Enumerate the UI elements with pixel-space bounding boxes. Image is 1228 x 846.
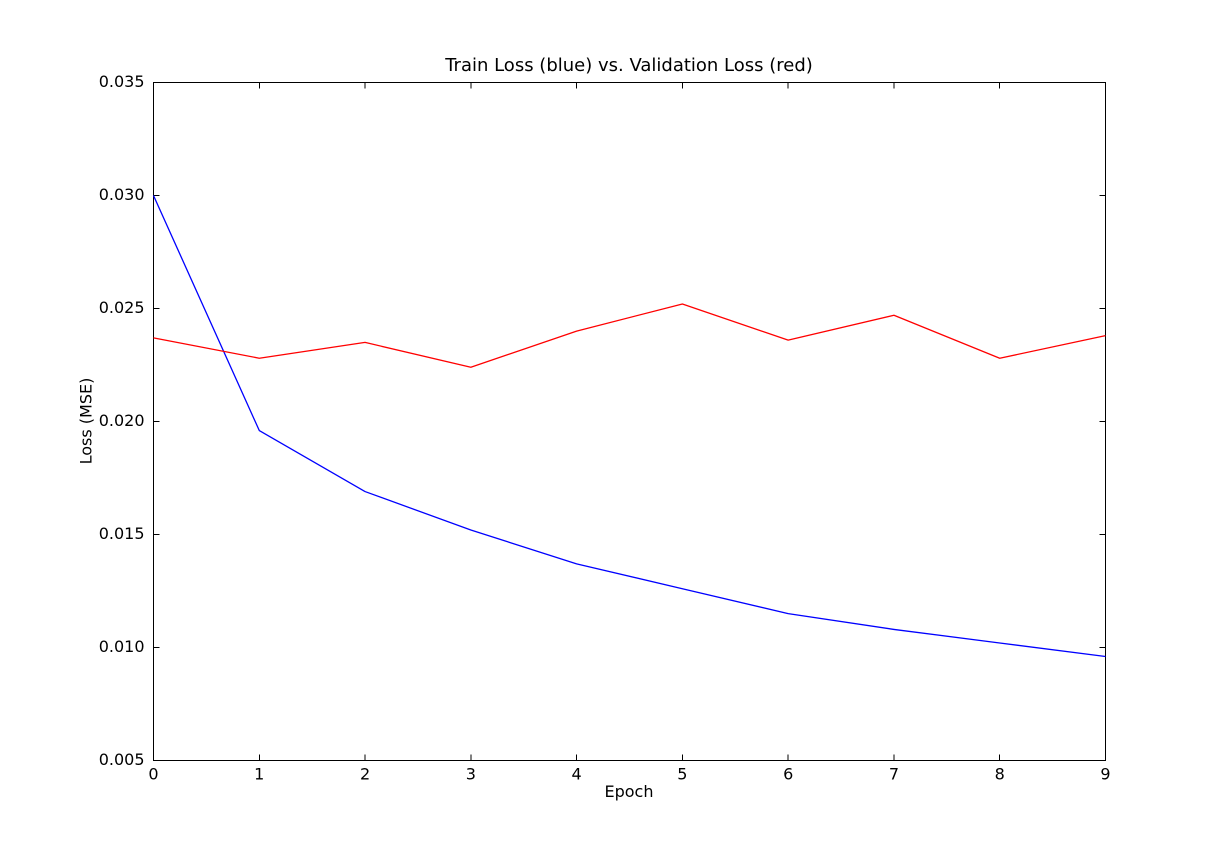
x-tick-label: 6 bbox=[783, 765, 793, 784]
y-tick-label: 0.025 bbox=[99, 298, 145, 317]
train-loss-line bbox=[152, 195, 1106, 658]
y-tick-label: 0.030 bbox=[99, 185, 145, 204]
y-axis-label: Loss (MSE) bbox=[76, 377, 96, 465]
y-tick-label: 0.020 bbox=[99, 411, 145, 430]
x-tick-label: 9 bbox=[1100, 765, 1110, 784]
x-tick-label: 1 bbox=[254, 765, 264, 784]
y-tick-label: 0.010 bbox=[99, 637, 145, 656]
x-tick-label: 2 bbox=[360, 765, 370, 784]
y-tick-label: 0.035 bbox=[99, 72, 145, 91]
x-tick-label: 8 bbox=[995, 765, 1005, 784]
y-tick-label: 0.005 bbox=[99, 750, 145, 769]
x-tick-label: 7 bbox=[889, 765, 899, 784]
x-tick-label: 0 bbox=[148, 765, 158, 784]
x-axis-label: Epoch bbox=[604, 782, 654, 801]
validation-loss-line bbox=[153, 303, 1106, 368]
x-tick-label: 4 bbox=[572, 765, 582, 784]
y-tick-label: 0.015 bbox=[99, 524, 145, 543]
x-tick-label: 3 bbox=[466, 765, 476, 784]
x-tick-label: 5 bbox=[677, 765, 687, 784]
chart-title: Train Loss (blue) vs. Validation Loss (r… bbox=[445, 55, 813, 76]
axes-frame bbox=[153, 82, 1106, 761]
